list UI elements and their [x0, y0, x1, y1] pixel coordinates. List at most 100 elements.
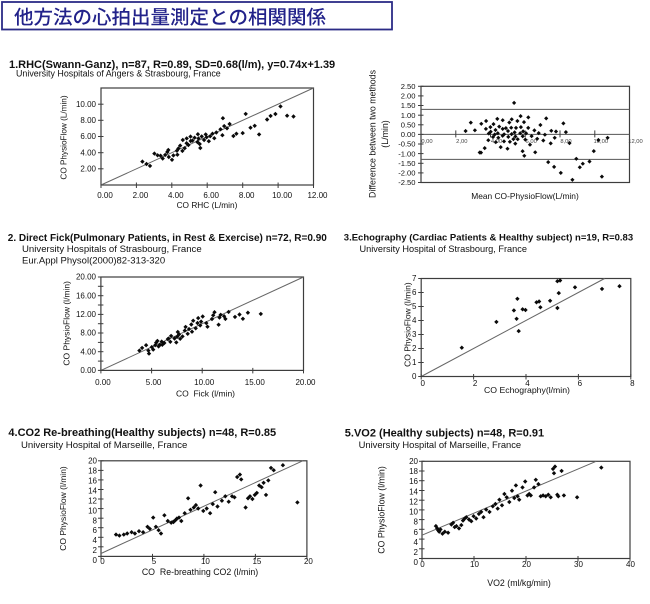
- svg-text:University Hospitals of Angers: University Hospitals of Angers & Strasbo…: [16, 69, 221, 79]
- svg-text:4: 4: [414, 538, 419, 547]
- svg-text:30: 30: [574, 560, 583, 569]
- svg-text:12: 12: [409, 498, 418, 507]
- svg-text:4.00: 4.00: [168, 191, 184, 200]
- svg-text:0: 0: [412, 372, 417, 381]
- svg-text:4.00: 4.00: [80, 347, 96, 356]
- svg-text:CO PhysioFlow (l/min): CO PhysioFlow (l/min): [403, 282, 413, 367]
- svg-text:2: 2: [414, 548, 419, 557]
- svg-text:12.00: 12.00: [307, 191, 328, 200]
- svg-text:0.00: 0.00: [95, 378, 111, 387]
- svg-text:2.00: 2.00: [80, 165, 96, 174]
- svg-text:8: 8: [93, 516, 98, 525]
- svg-text:-2.50: -2.50: [398, 178, 415, 187]
- svg-text:20: 20: [409, 457, 418, 466]
- svg-text:CO PhysioFlow (L/min): CO PhysioFlow (L/min): [60, 95, 69, 179]
- svg-text:1.RHC(Swann-Ganz), n=87, R=0.8: 1.RHC(Swann-Ganz), n=87, R=0.89, SD=0.68…: [9, 59, 335, 71]
- svg-text:12.00: 12.00: [76, 310, 97, 319]
- svg-text:6: 6: [578, 379, 583, 388]
- svg-text:10: 10: [201, 557, 210, 566]
- svg-text:Eur.Appl Physol(2000)82-313-32: Eur.Appl Physol(2000)82-313-320: [22, 255, 165, 266]
- svg-text:4: 4: [93, 536, 98, 545]
- svg-text:16: 16: [409, 477, 418, 486]
- svg-text:2: 2: [473, 379, 478, 388]
- svg-text:6: 6: [93, 526, 98, 535]
- svg-text:2. Direct Fick(Pulmonary Patie: 2. Direct Fick(Pulmonary Patients, in Re…: [8, 233, 327, 244]
- svg-text:4.CO2 Re-breathing(Healthy sub: 4.CO2 Re-breathing(Healthy subjects) n=4…: [8, 427, 276, 439]
- svg-text:-2.00: -2.00: [398, 169, 415, 178]
- svg-text:10.00: 10.00: [194, 378, 215, 387]
- svg-text:6: 6: [412, 288, 417, 297]
- svg-text:2,00: 2,00: [456, 139, 467, 145]
- svg-text:8.00: 8.00: [239, 191, 255, 200]
- svg-text:3.Echography (Cardiac Patients: 3.Echography (Cardiac Patients & Healthy…: [344, 232, 633, 243]
- svg-text:CO PhysioFlow (l/min): CO PhysioFlow (l/min): [58, 466, 68, 551]
- svg-text:1.50: 1.50: [401, 101, 416, 110]
- svg-text:14: 14: [409, 487, 418, 496]
- svg-text:5: 5: [412, 302, 417, 311]
- svg-text:7: 7: [412, 274, 417, 283]
- svg-text:CO RHC (L/min): CO RHC (L/min): [177, 200, 238, 210]
- svg-text:20: 20: [522, 560, 531, 569]
- svg-text:6,00: 6,00: [526, 139, 537, 145]
- svg-text:University Hospital of Strasbo: University Hospital of Strasbourg, Franc…: [360, 244, 527, 254]
- svg-text:12: 12: [88, 496, 97, 505]
- svg-text:-1.00: -1.00: [398, 149, 415, 158]
- svg-text:8,00: 8,00: [560, 139, 571, 145]
- svg-text:15: 15: [252, 557, 261, 566]
- svg-text:20.00: 20.00: [295, 378, 316, 387]
- svg-text:University Hospital of Marseil: University Hospital of Marseille, France: [359, 439, 522, 450]
- svg-text:12,00: 12,00: [628, 139, 643, 145]
- svg-text:8.00: 8.00: [80, 329, 96, 338]
- svg-text:5.00: 5.00: [146, 378, 162, 387]
- svg-text:2.50: 2.50: [401, 82, 416, 91]
- svg-text:1: 1: [412, 358, 417, 367]
- svg-text:10: 10: [409, 508, 418, 517]
- svg-text:8: 8: [414, 518, 419, 527]
- svg-text:2.00: 2.00: [401, 92, 416, 101]
- svg-text:10.00: 10.00: [76, 100, 97, 109]
- svg-text:5: 5: [152, 557, 157, 566]
- svg-text:5.VO2 (Healthy subjects) n=48,: 5.VO2 (Healthy subjects) n=48, R=0.91: [345, 427, 544, 439]
- svg-text:0,00: 0,00: [421, 139, 432, 145]
- svg-text:0.00: 0.00: [80, 366, 96, 375]
- svg-text:6: 6: [414, 528, 419, 537]
- svg-text:14: 14: [88, 486, 97, 495]
- svg-text:CO Fick (l/min): CO Fick (l/min): [176, 389, 235, 399]
- svg-text:0: 0: [414, 558, 419, 567]
- svg-text:-0.50: -0.50: [398, 140, 415, 149]
- svg-text:CO PhysioFlow (l/min): CO PhysioFlow (l/min): [62, 281, 72, 366]
- svg-text:University Hospital of Marseil: University Hospital of Marseille, France: [21, 440, 187, 451]
- svg-text:-1.50: -1.50: [398, 159, 415, 168]
- svg-text:4.00: 4.00: [80, 148, 96, 157]
- svg-text:Mean CO-PhysioFlow(L/min): Mean CO-PhysioFlow(L/min): [471, 191, 579, 201]
- svg-text:VO2 (ml/kg/min): VO2 (ml/kg/min): [487, 578, 551, 588]
- svg-text:16: 16: [88, 476, 97, 485]
- svg-text:20: 20: [304, 557, 313, 566]
- svg-text:0.50: 0.50: [401, 121, 416, 130]
- svg-text:18: 18: [409, 467, 418, 476]
- svg-text:(L/min): (L/min): [380, 120, 390, 147]
- svg-text:2: 2: [412, 344, 417, 353]
- svg-text:University Hospitals of Strasb: University Hospitals of Strasbourg, Fran…: [22, 244, 202, 255]
- svg-text:18: 18: [88, 467, 97, 476]
- svg-text:10,00: 10,00: [594, 139, 609, 145]
- svg-text:8.00: 8.00: [80, 116, 96, 125]
- svg-text:CO Echography(l/min): CO Echography(l/min): [484, 385, 570, 395]
- svg-text:0: 0: [420, 379, 425, 388]
- svg-text:3: 3: [412, 330, 417, 339]
- svg-text:2: 2: [93, 546, 98, 555]
- svg-text:10: 10: [470, 560, 479, 569]
- svg-text:1.00: 1.00: [401, 111, 416, 120]
- svg-text:20: 20: [88, 457, 97, 466]
- svg-text:0.00: 0.00: [97, 191, 113, 200]
- svg-text:0: 0: [100, 557, 105, 566]
- svg-text:2.00: 2.00: [133, 191, 149, 200]
- svg-text:10: 10: [88, 506, 97, 515]
- svg-text:6.00: 6.00: [80, 132, 96, 141]
- svg-text:Difference between two methods: Difference between two methods: [368, 69, 378, 198]
- svg-text:8: 8: [630, 379, 635, 388]
- svg-text:10.00: 10.00: [272, 191, 293, 200]
- svg-text:0: 0: [420, 560, 425, 569]
- svg-text:0.00: 0.00: [401, 130, 416, 139]
- svg-text:4: 4: [412, 316, 417, 325]
